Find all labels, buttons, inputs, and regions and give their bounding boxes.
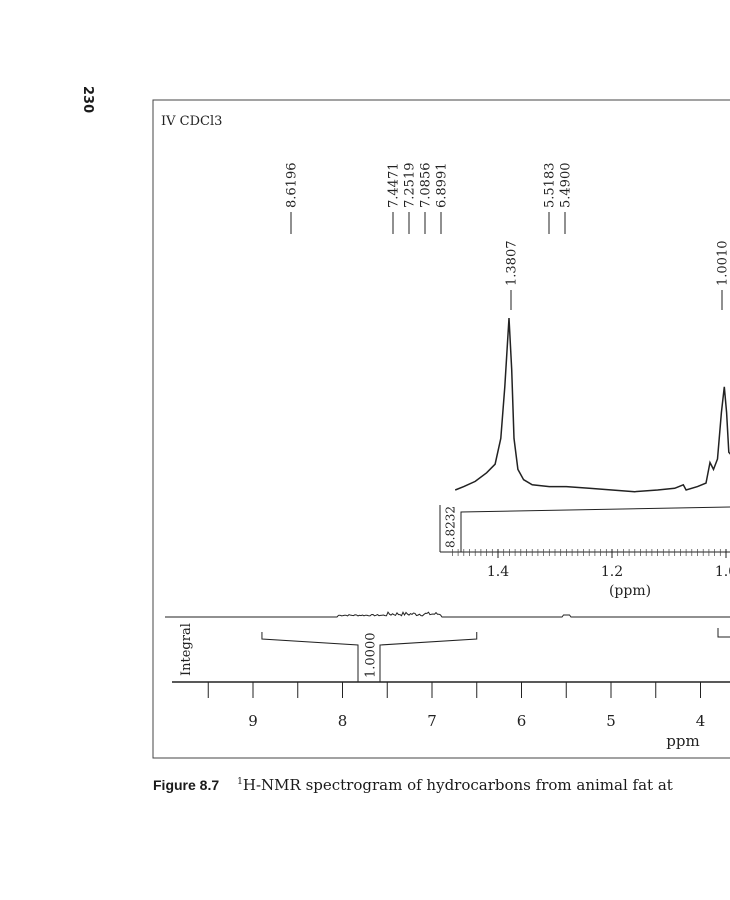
inset-integral-bracket — [439, 505, 730, 552]
peak-labels-top: 8.6196 7.4471 7.2519 7.0856 6.8991 5.5183 5.49… — [285, 163, 574, 234]
inset-x-tick-label: 1.4 — [487, 564, 509, 580]
peak-label: 6.8991 — [435, 163, 450, 209]
inset-integral-value: 8.8232 — [444, 506, 458, 548]
inset-x-axis-label: (ppm) — [609, 583, 651, 599]
integral-bracket — [717, 628, 730, 638]
x-tick-label: 9 — [248, 712, 258, 730]
x-axis-label: ppm — [666, 732, 699, 750]
peak-label: 8.6196 — [285, 163, 300, 209]
peak-label: 5.5183 — [543, 163, 558, 209]
x-tick-label: 5 — [606, 712, 616, 730]
peak-label: 7.0856 — [419, 163, 434, 209]
inset-x-tick-label: 1.0 — [715, 564, 730, 580]
chart-title: IV CDCl3 — [161, 114, 222, 129]
inset-plot: 1.4 1.2 1.0 (ppm) 1.3807 1.0010 8.8232 — [439, 241, 730, 599]
spectrum-trace — [165, 611, 730, 618]
integral-axis-label: Integral — [179, 623, 194, 676]
figure-caption: Figure 8.7 1H-NMR spectrogram of hydrocar… — [153, 776, 673, 794]
nmr-spectrum-figure: IV CDCl3 8.6196 7.4471 7.2519 7.0856 6.8991 5… — [152, 99, 730, 759]
inset-spectrum-trace — [454, 317, 730, 493]
page-number: 230 — [80, 86, 95, 114]
integral-value: 1.0000 — [364, 633, 379, 679]
peak-label: 5.4900 — [559, 163, 574, 209]
caption-text: H-NMR spectrogram of hydrocarbons from a… — [242, 776, 673, 794]
inset-peak-label: 1.0010 — [716, 241, 730, 287]
inset-peak-label: 1.3807 — [505, 241, 520, 287]
x-tick-label: 6 — [517, 712, 527, 730]
x-tick-label: 4 — [696, 712, 706, 730]
peak-label: 7.4471 — [387, 163, 402, 209]
caption-label: Figure 8.7 — [153, 777, 220, 793]
main-plot: 9 8 7 6 5 4 ppm Integral 1.0000 — [165, 611, 730, 750]
peak-label: 7.2519 — [403, 163, 418, 209]
caption-superscript: 1 — [237, 777, 243, 787]
figure-frame — [152, 99, 730, 759]
integral-bracket — [261, 632, 478, 682]
inset-x-tick-label: 1.2 — [601, 564, 623, 580]
x-tick-label: 7 — [427, 712, 437, 730]
x-tick-label: 8 — [338, 712, 348, 730]
